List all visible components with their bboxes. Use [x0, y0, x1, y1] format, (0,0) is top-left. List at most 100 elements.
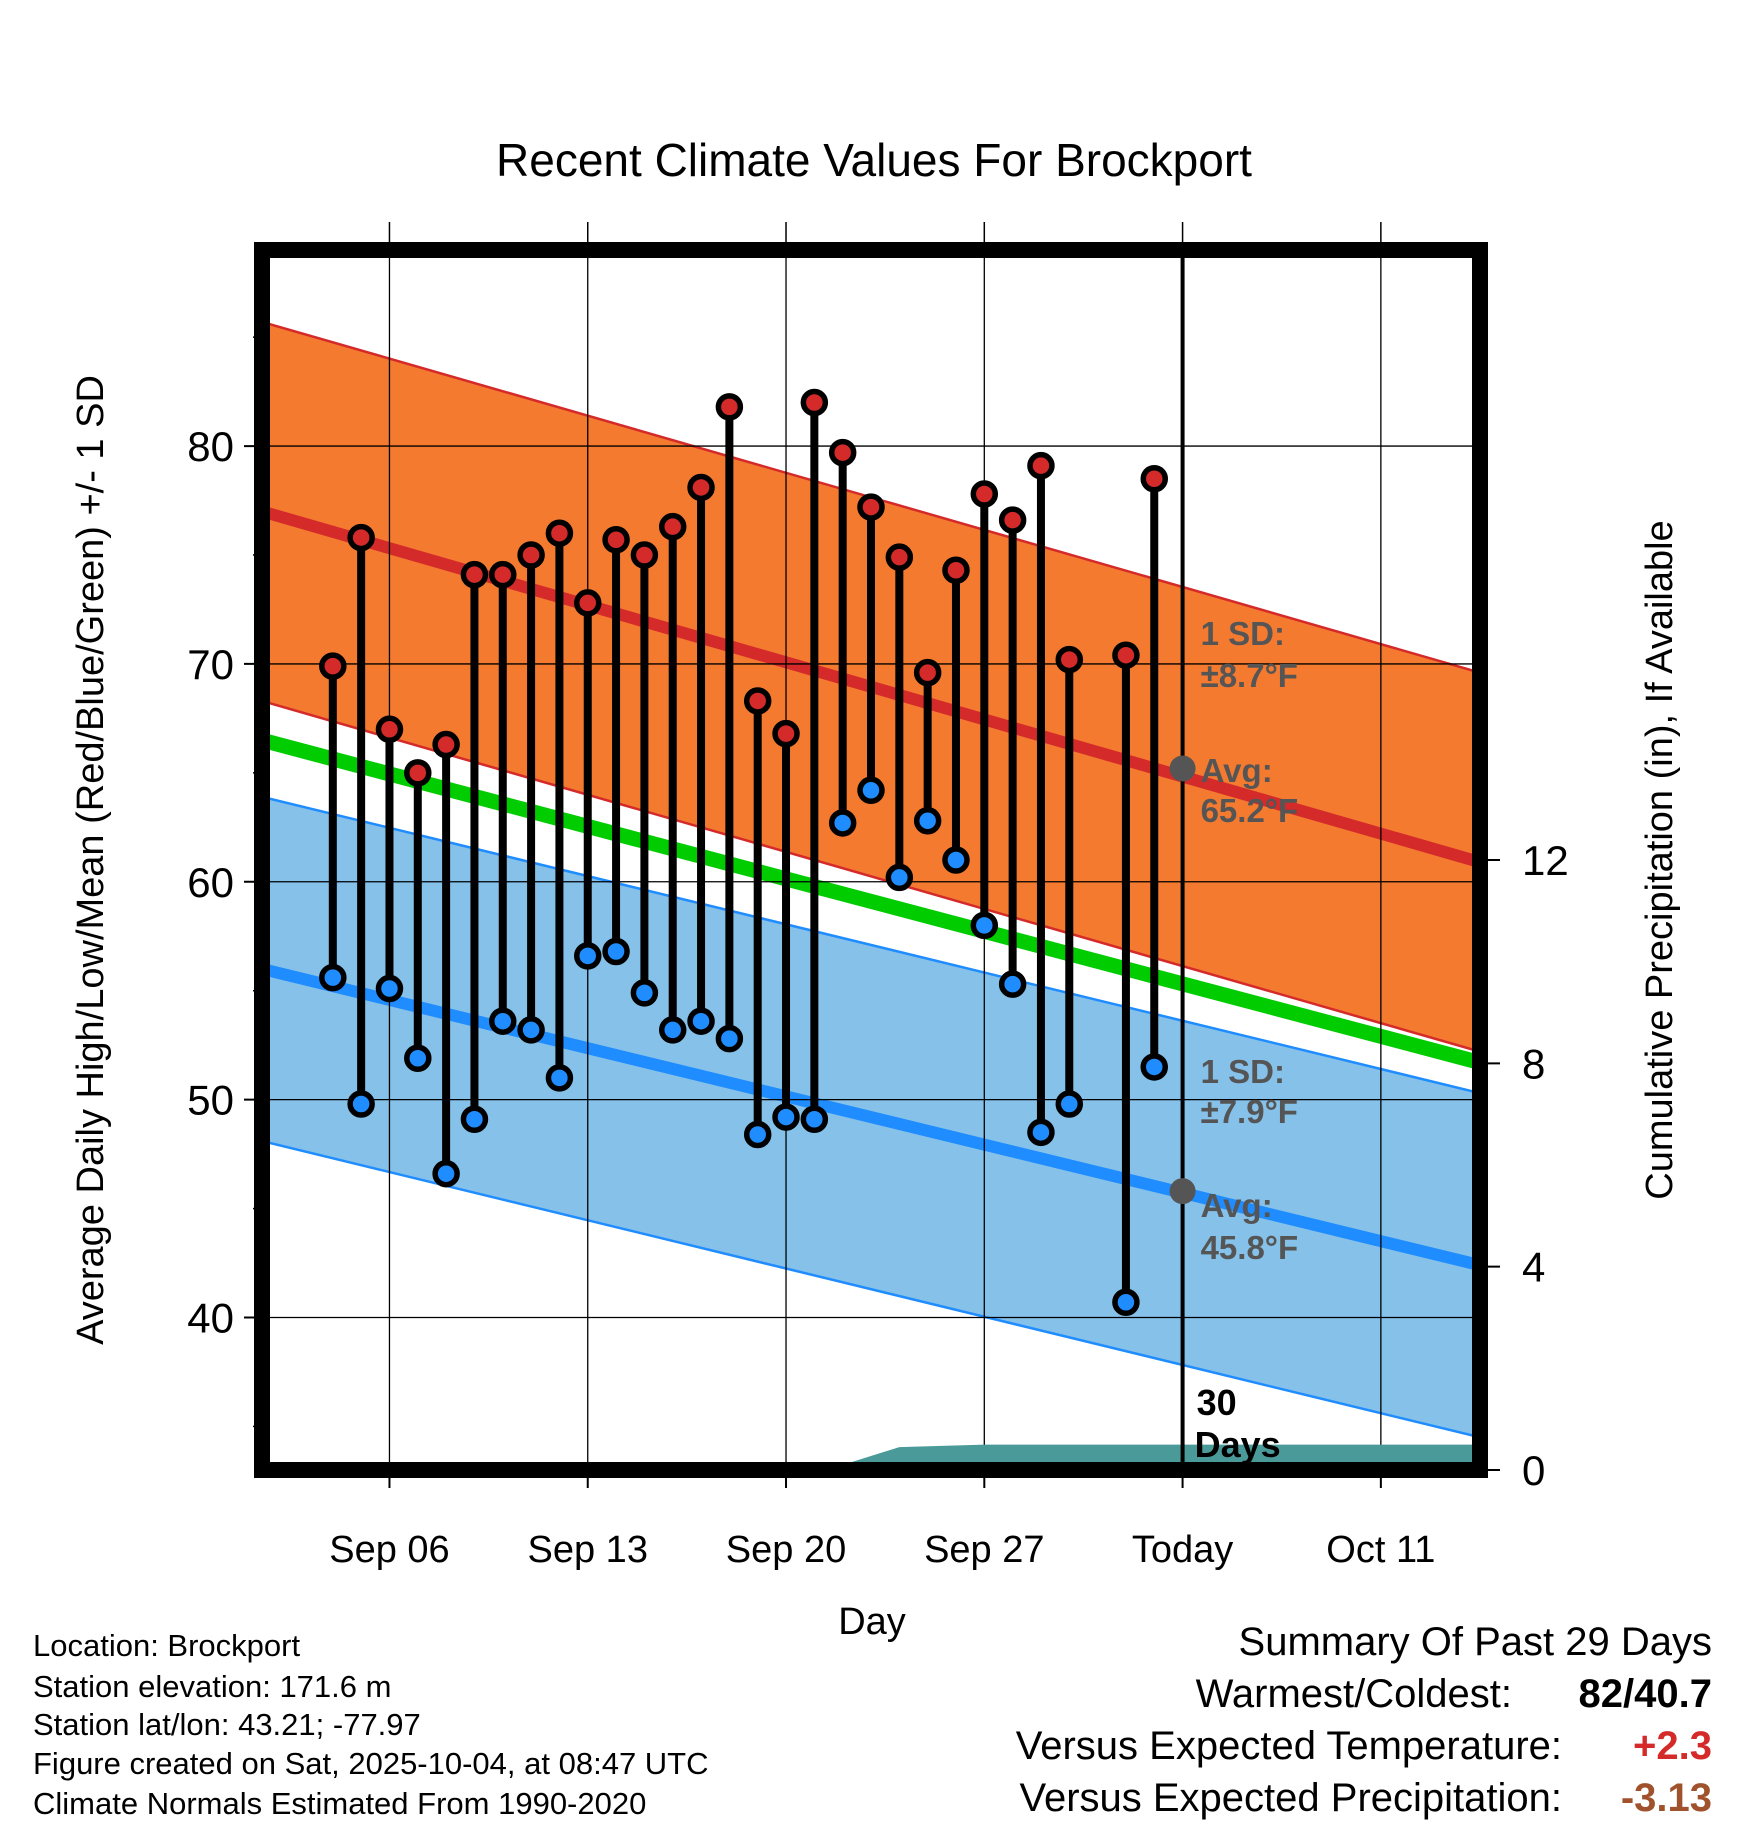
daily-high-point — [743, 687, 772, 715]
y-tick-label: 40 — [187, 1295, 234, 1342]
daily-low-point — [573, 942, 602, 970]
daily-low-point — [404, 1044, 432, 1072]
high-sd-label: 1 SD: — [1201, 615, 1285, 652]
daily-high-point — [998, 506, 1027, 534]
y2-tick-label: 0 — [1522, 1447, 1545, 1494]
daily-high-point — [432, 730, 460, 759]
daily-low-point — [347, 1090, 375, 1118]
y2-axis-label: Cumulative Precipitation (in), If Availa… — [1639, 520, 1681, 1199]
daily-high-point — [489, 560, 517, 589]
high-avg-marker — [1169, 755, 1196, 782]
daily-high-point — [772, 719, 800, 748]
daily-high-point — [545, 519, 574, 547]
high-band-lower-edge — [262, 699, 1480, 1053]
daily-low-point — [602, 937, 630, 966]
low-band-lower-edge — [262, 1139, 1480, 1439]
daily-high-point — [1112, 641, 1140, 669]
daily-high-point — [970, 480, 999, 508]
normal-low-line — [262, 963, 1480, 1272]
x-tick-label: Sep 06 — [329, 1529, 449, 1571]
daily-low-point — [630, 979, 659, 1007]
latlon-text: Station lat/lon: 43.21; -77.97 — [33, 1707, 421, 1742]
daily-high-point — [460, 560, 489, 589]
summary-warmest: Warmest/Coldest: 82/40.7 — [1196, 1670, 1712, 1718]
daily-low-point — [658, 1016, 687, 1044]
y-tick-label: 70 — [187, 641, 234, 688]
y-tick-label: 50 — [187, 1077, 234, 1124]
summary-temperature: Versus Expected Temperature: +2.3 — [1016, 1722, 1712, 1770]
daily-high-point — [630, 541, 659, 569]
y-tick-label: 60 — [187, 859, 234, 906]
daily-high-point — [913, 658, 942, 687]
plot-area — [262, 250, 1480, 1470]
daily-high-point — [715, 393, 744, 421]
precip-value: -3.13 — [1620, 1776, 1712, 1820]
low-avg-value: 45.8°F — [1201, 1229, 1299, 1266]
daily-low-point — [715, 1024, 744, 1053]
daily-low-point — [1140, 1053, 1169, 1081]
x-tick-label: Sep 13 — [528, 1529, 648, 1571]
temp-value: +2.3 — [1633, 1724, 1712, 1768]
daily-high-point — [1055, 645, 1084, 674]
low-avg-label: Avg: — [1201, 1187, 1273, 1224]
daily-low-point — [857, 776, 885, 805]
daily-high-point — [404, 759, 432, 787]
daily-low-point — [772, 1103, 800, 1131]
daily-high-point — [1140, 465, 1169, 493]
daily-low-point — [828, 809, 857, 837]
daily-high-point — [517, 541, 545, 569]
daily-low-point — [942, 846, 970, 874]
y-tick-label: 80 — [187, 423, 234, 470]
daily-low-point — [517, 1016, 545, 1044]
created-text: Figure created on Sat, 2025-10-04, at 08… — [33, 1746, 709, 1781]
daily-low-point — [319, 963, 347, 992]
high-sd-value: ±8.7°F — [1201, 657, 1298, 694]
summary-precipitation: Versus Expected Precipitation: -3.13 — [1019, 1774, 1712, 1822]
daily-low-point — [970, 911, 999, 940]
days-unit-label: Days — [1195, 1424, 1281, 1465]
daily-low-point — [885, 863, 914, 892]
y-axis-label: Average Daily High/Low/Mean (Red/Blue/Gr… — [70, 375, 112, 1345]
daily-low-point — [687, 1007, 715, 1035]
daily-low-point — [489, 1007, 517, 1035]
low-avg-marker — [1169, 1178, 1196, 1205]
high-avg-value: 65.2°F — [1201, 792, 1299, 829]
daily-low-point — [800, 1105, 829, 1133]
warmest-label: Warmest/Coldest: — [1195, 1672, 1512, 1716]
low-sd-value: ±7.9°F — [1201, 1093, 1298, 1130]
daily-high-point — [375, 715, 404, 744]
location-text: Location: Brockport — [33, 1628, 301, 1663]
x-tick-label: Sep 20 — [726, 1529, 846, 1571]
daily-low-point — [1112, 1288, 1140, 1316]
daily-low-point — [460, 1105, 489, 1133]
normals-text: Climate Normals Estimated From 1990-2020 — [33, 1786, 647, 1821]
daily-low-point — [1027, 1118, 1055, 1147]
x-tick-label: Oct 11 — [1326, 1529, 1435, 1571]
daily-high-point — [800, 388, 829, 417]
daily-low-point — [545, 1064, 574, 1092]
daily-high-point — [885, 543, 914, 571]
y2-tick-label: 8 — [1522, 1040, 1545, 1087]
low-sd-label: 1 SD: — [1201, 1053, 1285, 1090]
high-avg-label: Avg: — [1201, 752, 1273, 789]
precip-label: Versus Expected Precipitation: — [1019, 1776, 1562, 1820]
daily-high-point — [828, 438, 857, 467]
daily-high-point — [857, 493, 885, 521]
daily-high-point — [319, 652, 347, 680]
plot-frame — [254, 242, 1488, 1478]
x-tick-label: Today — [1132, 1529, 1233, 1571]
daily-high-point — [942, 556, 970, 584]
daily-high-point — [687, 473, 715, 502]
daily-low-point — [998, 970, 1027, 998]
elevation-text: Station elevation: 171.6 m — [33, 1669, 392, 1704]
summary-title: Summary Of Past 29 Days — [1238, 1620, 1712, 1664]
temp-label: Versus Expected Temperature: — [1015, 1724, 1562, 1768]
warmest-value: 82/40.7 — [1578, 1672, 1712, 1716]
daily-low-point — [432, 1159, 460, 1188]
chart-title: Recent Climate Values For Brockport — [496, 134, 1252, 186]
y2-tick-label: 12 — [1522, 837, 1569, 884]
daily-high-point — [1027, 451, 1055, 480]
daily-high-point — [602, 526, 630, 554]
y2-tick-label: 4 — [1522, 1244, 1545, 1291]
